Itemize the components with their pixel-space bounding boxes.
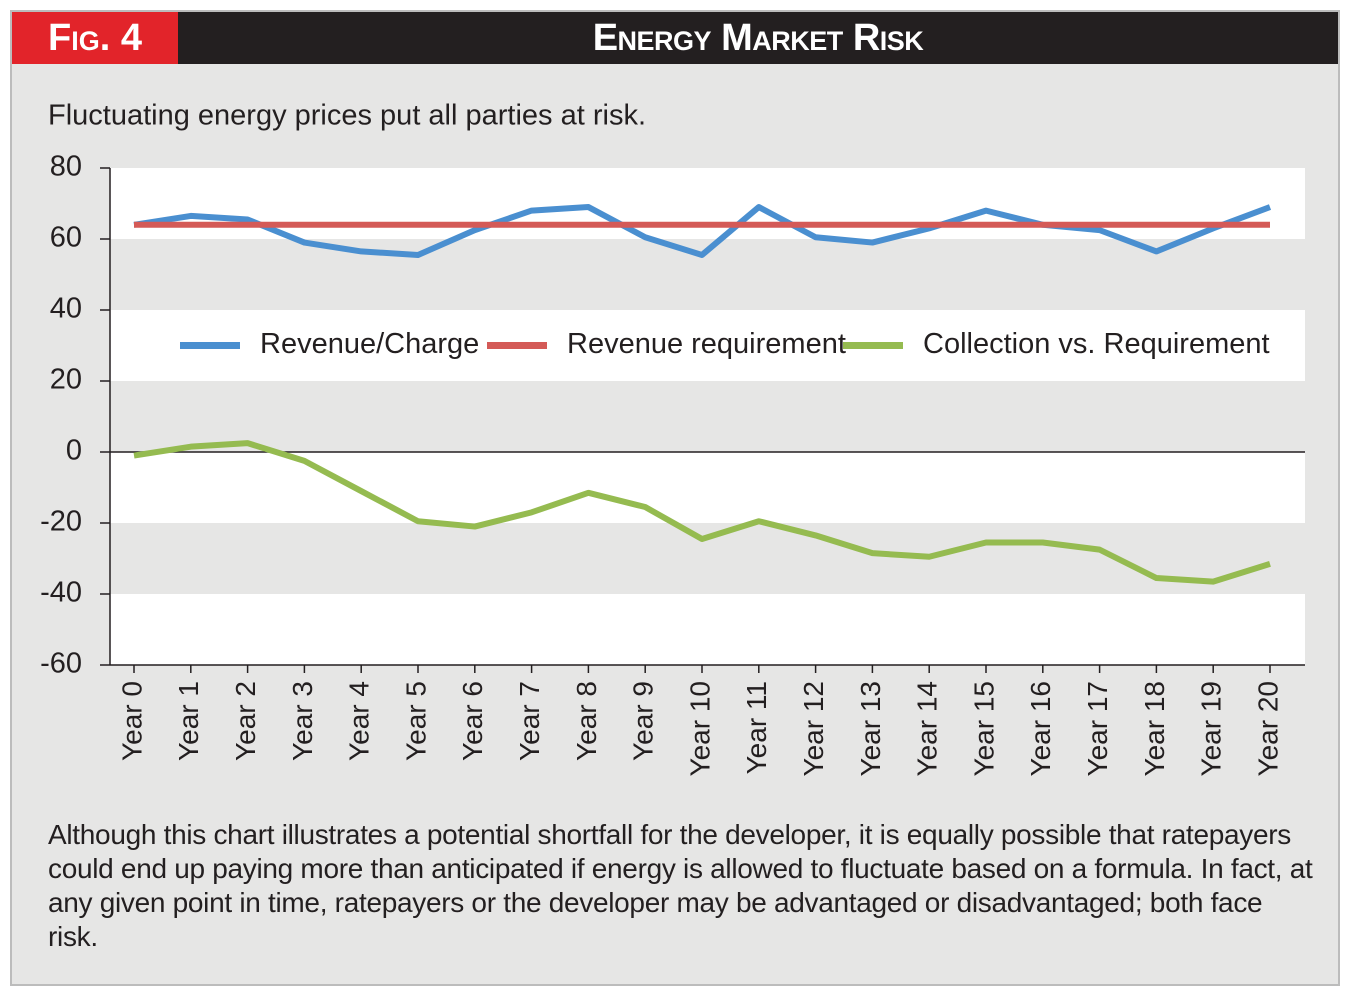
x-tick-label: Year 20 (1252, 681, 1283, 777)
legend-label: Collection vs. Requirement (923, 328, 1270, 360)
chart-subtitle: Fluctuating energy prices put all partie… (48, 100, 646, 132)
legend-label: Revenue requirement (567, 328, 846, 360)
y-tick-label: -60 (40, 648, 82, 680)
figure-label: Fig. 4 (12, 12, 178, 64)
x-tick-label: Year 7 (514, 681, 545, 761)
y-tick-label: 20 (50, 364, 82, 396)
x-tick-label: Year 9 (628, 681, 659, 761)
y-tick-label: -40 (40, 577, 82, 609)
plot-band (110, 381, 1305, 452)
x-tick-label: Year 8 (571, 681, 602, 761)
plot-band (110, 523, 1305, 594)
x-tick-label: Year 2 (230, 681, 261, 761)
y-tick-label: 80 (50, 151, 82, 183)
plot-band (110, 168, 1305, 239)
x-tick-label: Year 6 (457, 681, 488, 761)
x-tick-label: Year 17 (1082, 681, 1113, 777)
y-tick-label: 40 (50, 293, 82, 325)
x-tick-label: Year 0 (116, 681, 147, 761)
line-series (133, 440, 1271, 585)
figure-title: Energy Market Risk (592, 17, 924, 59)
x-tick-label: Year 3 (287, 681, 318, 761)
x-tick-label: Year 16 (1025, 681, 1056, 777)
y-tick-label: 0 (66, 435, 82, 467)
plot-band (110, 310, 1305, 381)
x-tick-label: Year 14 (912, 681, 943, 777)
x-tick-label: Year 13 (855, 681, 886, 777)
y-tick-label: 60 (50, 222, 82, 254)
x-tick-label: Year 15 (968, 681, 999, 777)
caption: Although this chart illustrates a potent… (48, 819, 1313, 952)
x-tick-label: Year 11 (741, 681, 772, 774)
plot-band (110, 452, 1305, 523)
chart: Fluctuating energy prices put all partie… (40, 100, 1305, 777)
x-tick-label: Year 12 (798, 681, 829, 777)
header-bar: Fig. 4 Energy Market Risk (12, 12, 1338, 64)
x-tick-label: Year 1 (173, 681, 204, 761)
x-tick-label: Year 5 (400, 681, 431, 761)
x-tick-label: Year 4 (344, 681, 375, 761)
x-tick-label: Year 18 (1139, 681, 1170, 777)
x-tick-label: Year 19 (1196, 681, 1227, 777)
line-series (133, 204, 1272, 258)
x-tick-label: Year 10 (684, 681, 715, 777)
y-tick-label: -20 (40, 506, 82, 538)
plot-band (110, 594, 1305, 665)
legend-label: Revenue/Charge (260, 328, 479, 360)
